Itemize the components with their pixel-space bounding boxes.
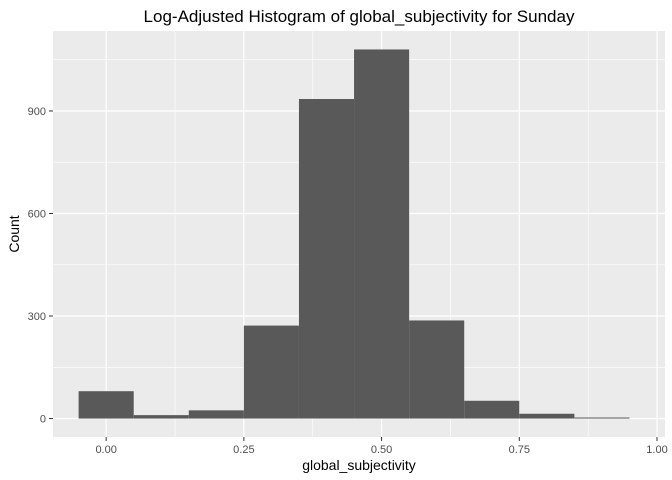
histogram-bar <box>243 325 299 419</box>
histogram-bar <box>464 400 520 419</box>
histogram-bar <box>298 99 355 419</box>
x-tick-label: 0.00 <box>95 444 116 456</box>
histogram-bar <box>133 415 189 419</box>
y-tick-label: 900 <box>28 106 46 118</box>
y-tick-label: 600 <box>28 208 46 220</box>
x-axis-title: global_subjectivity <box>302 457 416 473</box>
x-tick-label: 0.25 <box>233 444 254 456</box>
histogram-bar <box>188 410 244 419</box>
x-tick-label: 0.75 <box>509 444 530 456</box>
histogram-bar <box>409 320 465 419</box>
histogram-bar <box>574 417 630 419</box>
x-tick-label: 1.00 <box>646 444 667 456</box>
histogram-bars <box>78 49 630 419</box>
x-axis-ticks: 0.00 0.25 0.50 0.75 1.00 <box>95 437 668 456</box>
histogram-bar <box>519 413 575 419</box>
y-axis-title: Count <box>6 215 22 252</box>
x-tick-label: 0.50 <box>371 444 392 456</box>
y-tick-label: 300 <box>28 311 46 323</box>
chart-title: Log-Adjusted Histogram of global_subject… <box>144 7 575 26</box>
y-axis-ticks: 0 300 600 900 <box>28 106 53 426</box>
histogram-bar <box>354 49 410 419</box>
y-tick-label: 0 <box>40 414 46 426</box>
histogram-bar <box>78 391 134 419</box>
